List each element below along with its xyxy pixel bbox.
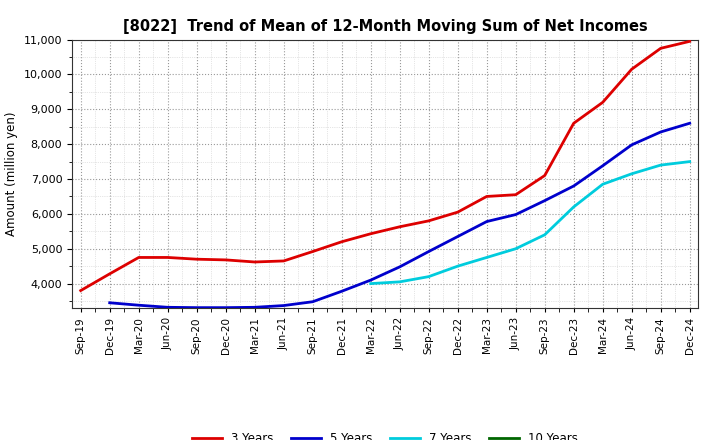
5 Years (251, 304, 259, 310)
5 Years (338, 289, 346, 294)
7 Years (541, 232, 549, 238)
7 Years (366, 281, 375, 286)
5 Years (135, 303, 143, 308)
Line: 5 Years: 5 Years (109, 123, 690, 308)
3 Years (395, 224, 404, 229)
3 Years (308, 249, 317, 254)
5 Years (366, 278, 375, 283)
5 Years (511, 212, 520, 217)
5 Years (627, 142, 636, 147)
3 Years (366, 231, 375, 236)
5 Years (541, 198, 549, 203)
5 Years (424, 249, 433, 254)
3 Years (279, 258, 288, 264)
Title: [8022]  Trend of Mean of 12-Month Moving Sum of Net Incomes: [8022] Trend of Mean of 12-Month Moving … (123, 19, 647, 34)
5 Years (598, 163, 607, 169)
7 Years (395, 279, 404, 285)
5 Years (279, 303, 288, 308)
3 Years (454, 209, 462, 215)
7 Years (685, 159, 694, 164)
3 Years (482, 194, 491, 199)
5 Years (221, 305, 230, 310)
3 Years (657, 46, 665, 51)
3 Years (338, 239, 346, 244)
5 Years (308, 299, 317, 304)
3 Years (541, 173, 549, 178)
3 Years (221, 257, 230, 263)
3 Years (685, 39, 694, 44)
7 Years (598, 182, 607, 187)
Line: 7 Years: 7 Years (371, 161, 690, 284)
7 Years (627, 171, 636, 176)
3 Years (570, 121, 578, 126)
3 Years (424, 218, 433, 224)
5 Years (395, 264, 404, 270)
Y-axis label: Amount (million yen): Amount (million yen) (5, 112, 18, 236)
5 Years (163, 304, 172, 310)
5 Years (482, 219, 491, 224)
7 Years (657, 162, 665, 168)
5 Years (105, 300, 114, 305)
3 Years (511, 192, 520, 198)
5 Years (570, 183, 578, 189)
5 Years (192, 305, 201, 310)
7 Years (570, 204, 578, 209)
3 Years (598, 100, 607, 105)
3 Years (105, 271, 114, 276)
7 Years (511, 246, 520, 251)
5 Years (454, 234, 462, 239)
3 Years (163, 255, 172, 260)
5 Years (685, 121, 694, 126)
7 Years (424, 274, 433, 279)
7 Years (482, 255, 491, 260)
5 Years (657, 129, 665, 135)
Line: 3 Years: 3 Years (81, 41, 690, 290)
3 Years (135, 255, 143, 260)
3 Years (251, 259, 259, 264)
7 Years (454, 264, 462, 269)
3 Years (192, 257, 201, 262)
3 Years (627, 66, 636, 72)
3 Years (76, 288, 85, 293)
Legend: 3 Years, 5 Years, 7 Years, 10 Years: 3 Years, 5 Years, 7 Years, 10 Years (187, 427, 583, 440)
